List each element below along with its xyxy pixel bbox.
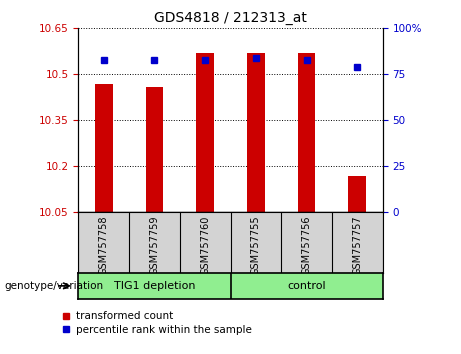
Bar xyxy=(196,53,214,212)
Bar xyxy=(349,176,366,212)
Bar xyxy=(146,87,163,212)
Text: GSM757756: GSM757756 xyxy=(301,215,312,275)
Title: GDS4818 / 212313_at: GDS4818 / 212313_at xyxy=(154,11,307,24)
Text: GSM757759: GSM757759 xyxy=(149,215,160,275)
Bar xyxy=(95,84,112,212)
Bar xyxy=(298,53,315,212)
Bar xyxy=(247,53,265,212)
Text: GSM757760: GSM757760 xyxy=(200,215,210,275)
Text: GSM757757: GSM757757 xyxy=(352,215,362,275)
Text: TIG1 depletion: TIG1 depletion xyxy=(114,281,195,291)
Text: genotype/variation: genotype/variation xyxy=(5,281,104,291)
Text: control: control xyxy=(287,281,326,291)
Text: GSM757755: GSM757755 xyxy=(251,215,261,275)
Text: GSM757758: GSM757758 xyxy=(99,215,109,275)
Legend: transformed count, percentile rank within the sample: transformed count, percentile rank withi… xyxy=(60,312,252,335)
